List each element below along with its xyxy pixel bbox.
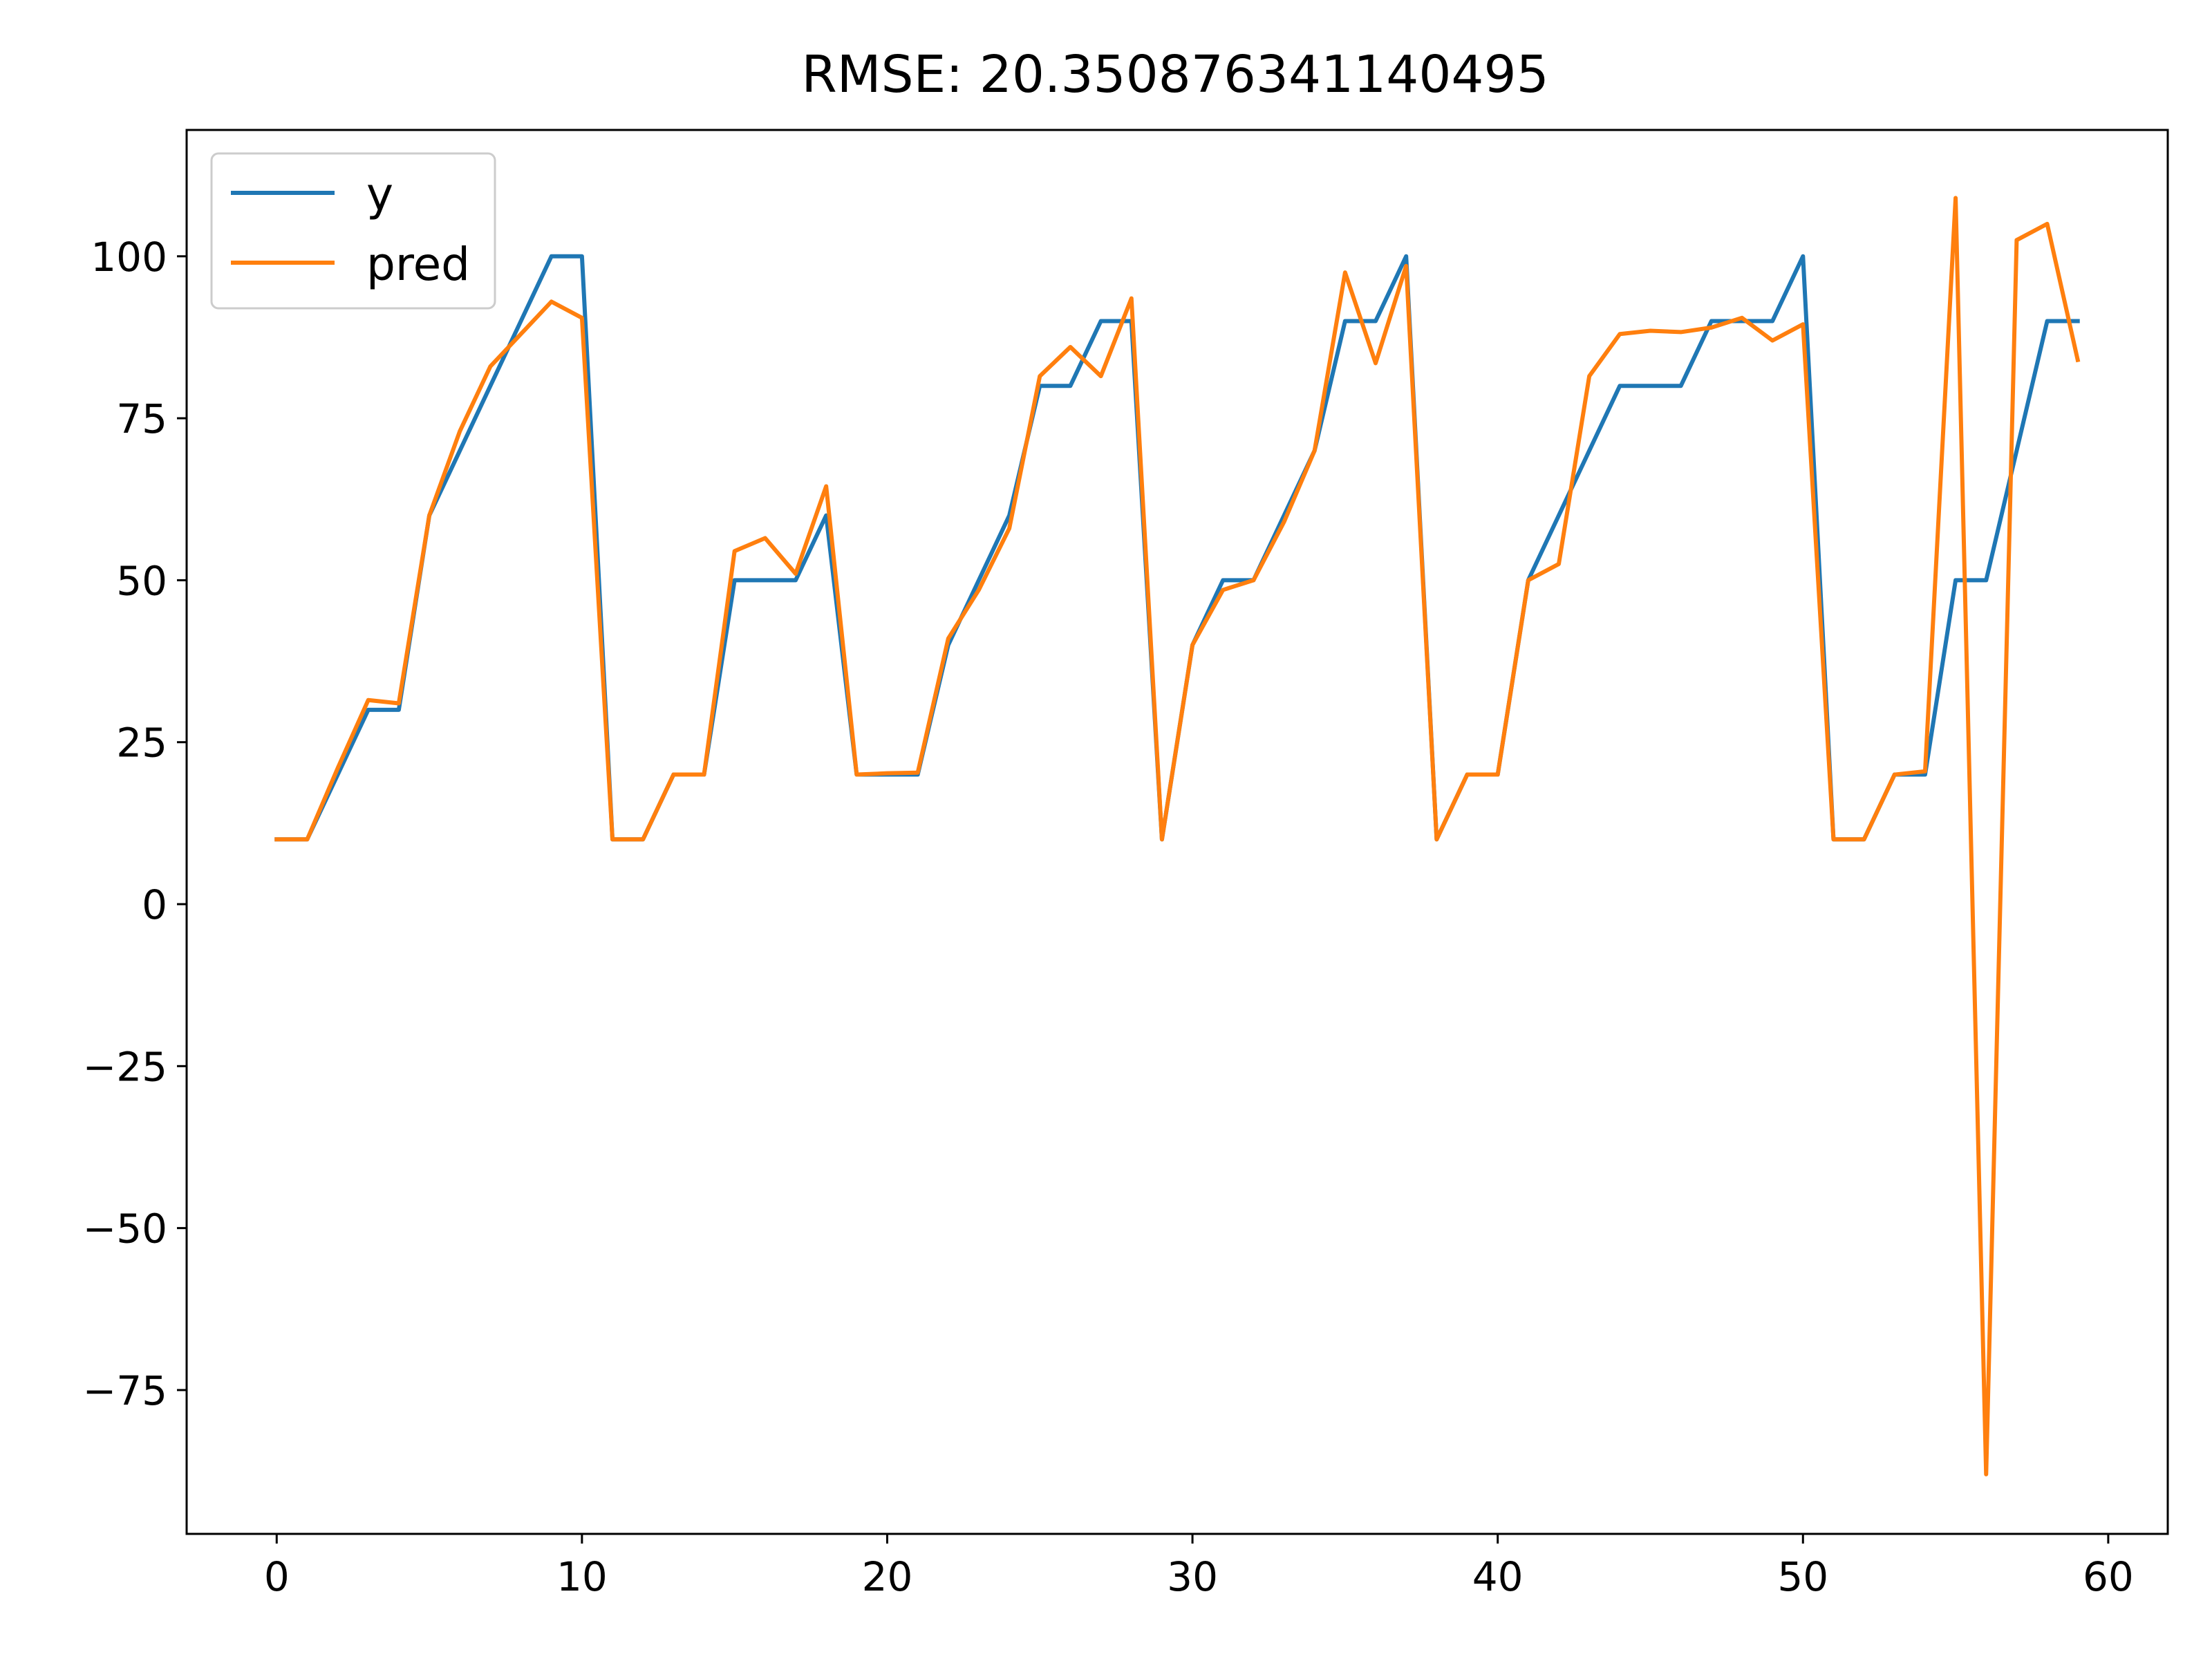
y-tick-label: 0 [142,881,167,928]
x-tick-label: 40 [1472,1553,1524,1600]
x-tick-label: 60 [2083,1553,2134,1600]
legend: y pred [210,152,496,310]
y-tick-label: 50 [116,557,167,604]
x-axis: 0 10 20 30 40 50 60 [264,1534,2134,1600]
y-tick-label: −75 [83,1367,167,1414]
chart-title: RMSE: 20.350876341140495 [801,45,1548,104]
y-tick-label: 75 [116,395,167,442]
y-tick-label: 100 [91,234,167,281]
series-line-pred [274,196,2081,1477]
series-layer [274,196,2081,1477]
x-tick-label: 20 [862,1553,913,1600]
y-tick-label: −50 [83,1206,167,1253]
y-tick-label: −25 [83,1043,167,1090]
x-tick-label: 0 [264,1553,290,1600]
x-tick-label: 50 [1777,1553,1828,1600]
plot-area-frame [185,129,2169,1535]
y-axis: −75 −50 −25 0 25 50 75 100 [83,234,187,1414]
x-tick-label: 30 [1167,1553,1218,1600]
y-tick-label: 25 [116,720,167,767]
legend-label-pred: pred [366,238,470,291]
legend-label-y: y [366,168,393,221]
x-tick-label: 10 [556,1553,608,1600]
